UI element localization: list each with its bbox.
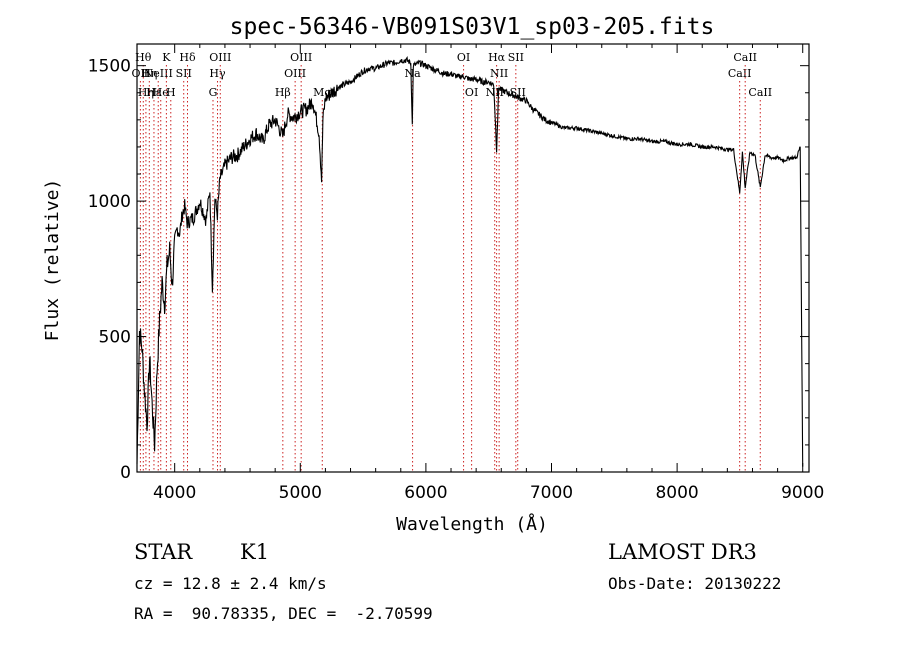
emission-lines-layer: OIIHθHηHηHεNeIIIHeKHSIIHδGHγOIIIHβOIIIOI… (132, 51, 772, 472)
object-subclass: K1 (240, 540, 270, 564)
y-tick-label: 1500 (88, 57, 131, 77)
spectral-line-label: Hδ (179, 51, 196, 64)
spectral-line-label: OII (132, 67, 150, 80)
spectral-line-label: OI (457, 51, 470, 64)
chart-title: spec-56346-VB091S03V1_sp03-205.fits (230, 14, 715, 40)
spectral-line-label: Hβ (275, 86, 291, 99)
spectral-line-label: OIII (284, 67, 306, 80)
x-tick-label: 8000 (655, 483, 698, 503)
object-class: STAR (134, 540, 193, 564)
spectral-line-label: NeIII (144, 67, 173, 80)
spectral-line-label: OIII (290, 51, 312, 64)
spectral-line-label: Hθ (135, 51, 152, 64)
coordinates-info: RA = 90.78335, DEC = -2.70599 (134, 604, 433, 623)
spectral-line-label: CaII (733, 51, 757, 64)
redshift-info: cz = 12.8 ± 2.4 km/s (134, 574, 327, 593)
spectral-line-label: Hη (141, 67, 157, 80)
y-axis-label: Flux (relative) (42, 179, 63, 342)
spectrum-line (136, 56, 804, 467)
y-tick-label: 0 (120, 463, 131, 483)
x-tick-label: 4000 (153, 483, 196, 503)
y-tick-label: 500 (99, 328, 131, 348)
x-tick-label: 6000 (404, 483, 447, 503)
spectral-line-label: CaII (748, 86, 772, 99)
spectral-line-label: K (162, 51, 171, 64)
axis-ticks: 4000 5000 6000 7000 8000 9000 0 500 1000 1500 (88, 44, 824, 503)
spectral-line-label: OI (465, 86, 478, 99)
spectral-line-label: Hγ (209, 67, 226, 80)
spectral-line-label: Hα (488, 51, 506, 64)
spectral-line-label: G (209, 86, 218, 99)
y-tick-label: 1000 (88, 192, 131, 212)
spectral-line-label: H (166, 86, 176, 99)
spectral-line-label: Hη (138, 86, 154, 99)
x-tick-label: 5000 (279, 483, 322, 503)
plot-frame (136, 43, 810, 473)
x-tick-label: 9000 (781, 483, 824, 503)
observation-date: Obs-Date: 20130222 (608, 574, 782, 593)
spectral-line-label: CaII (728, 67, 752, 80)
spectral-line-label: SII (508, 51, 524, 64)
spectral-line-label: NII (490, 67, 508, 80)
spectral-line-label: He (153, 86, 169, 99)
x-axis-label: Wavelength (Å) (396, 513, 548, 535)
survey-name: LAMOST DR3 (608, 540, 757, 564)
spectral-line-label: SII (176, 67, 192, 80)
spectral-line-label: OIII (209, 51, 231, 64)
x-tick-label: 7000 (530, 483, 573, 503)
